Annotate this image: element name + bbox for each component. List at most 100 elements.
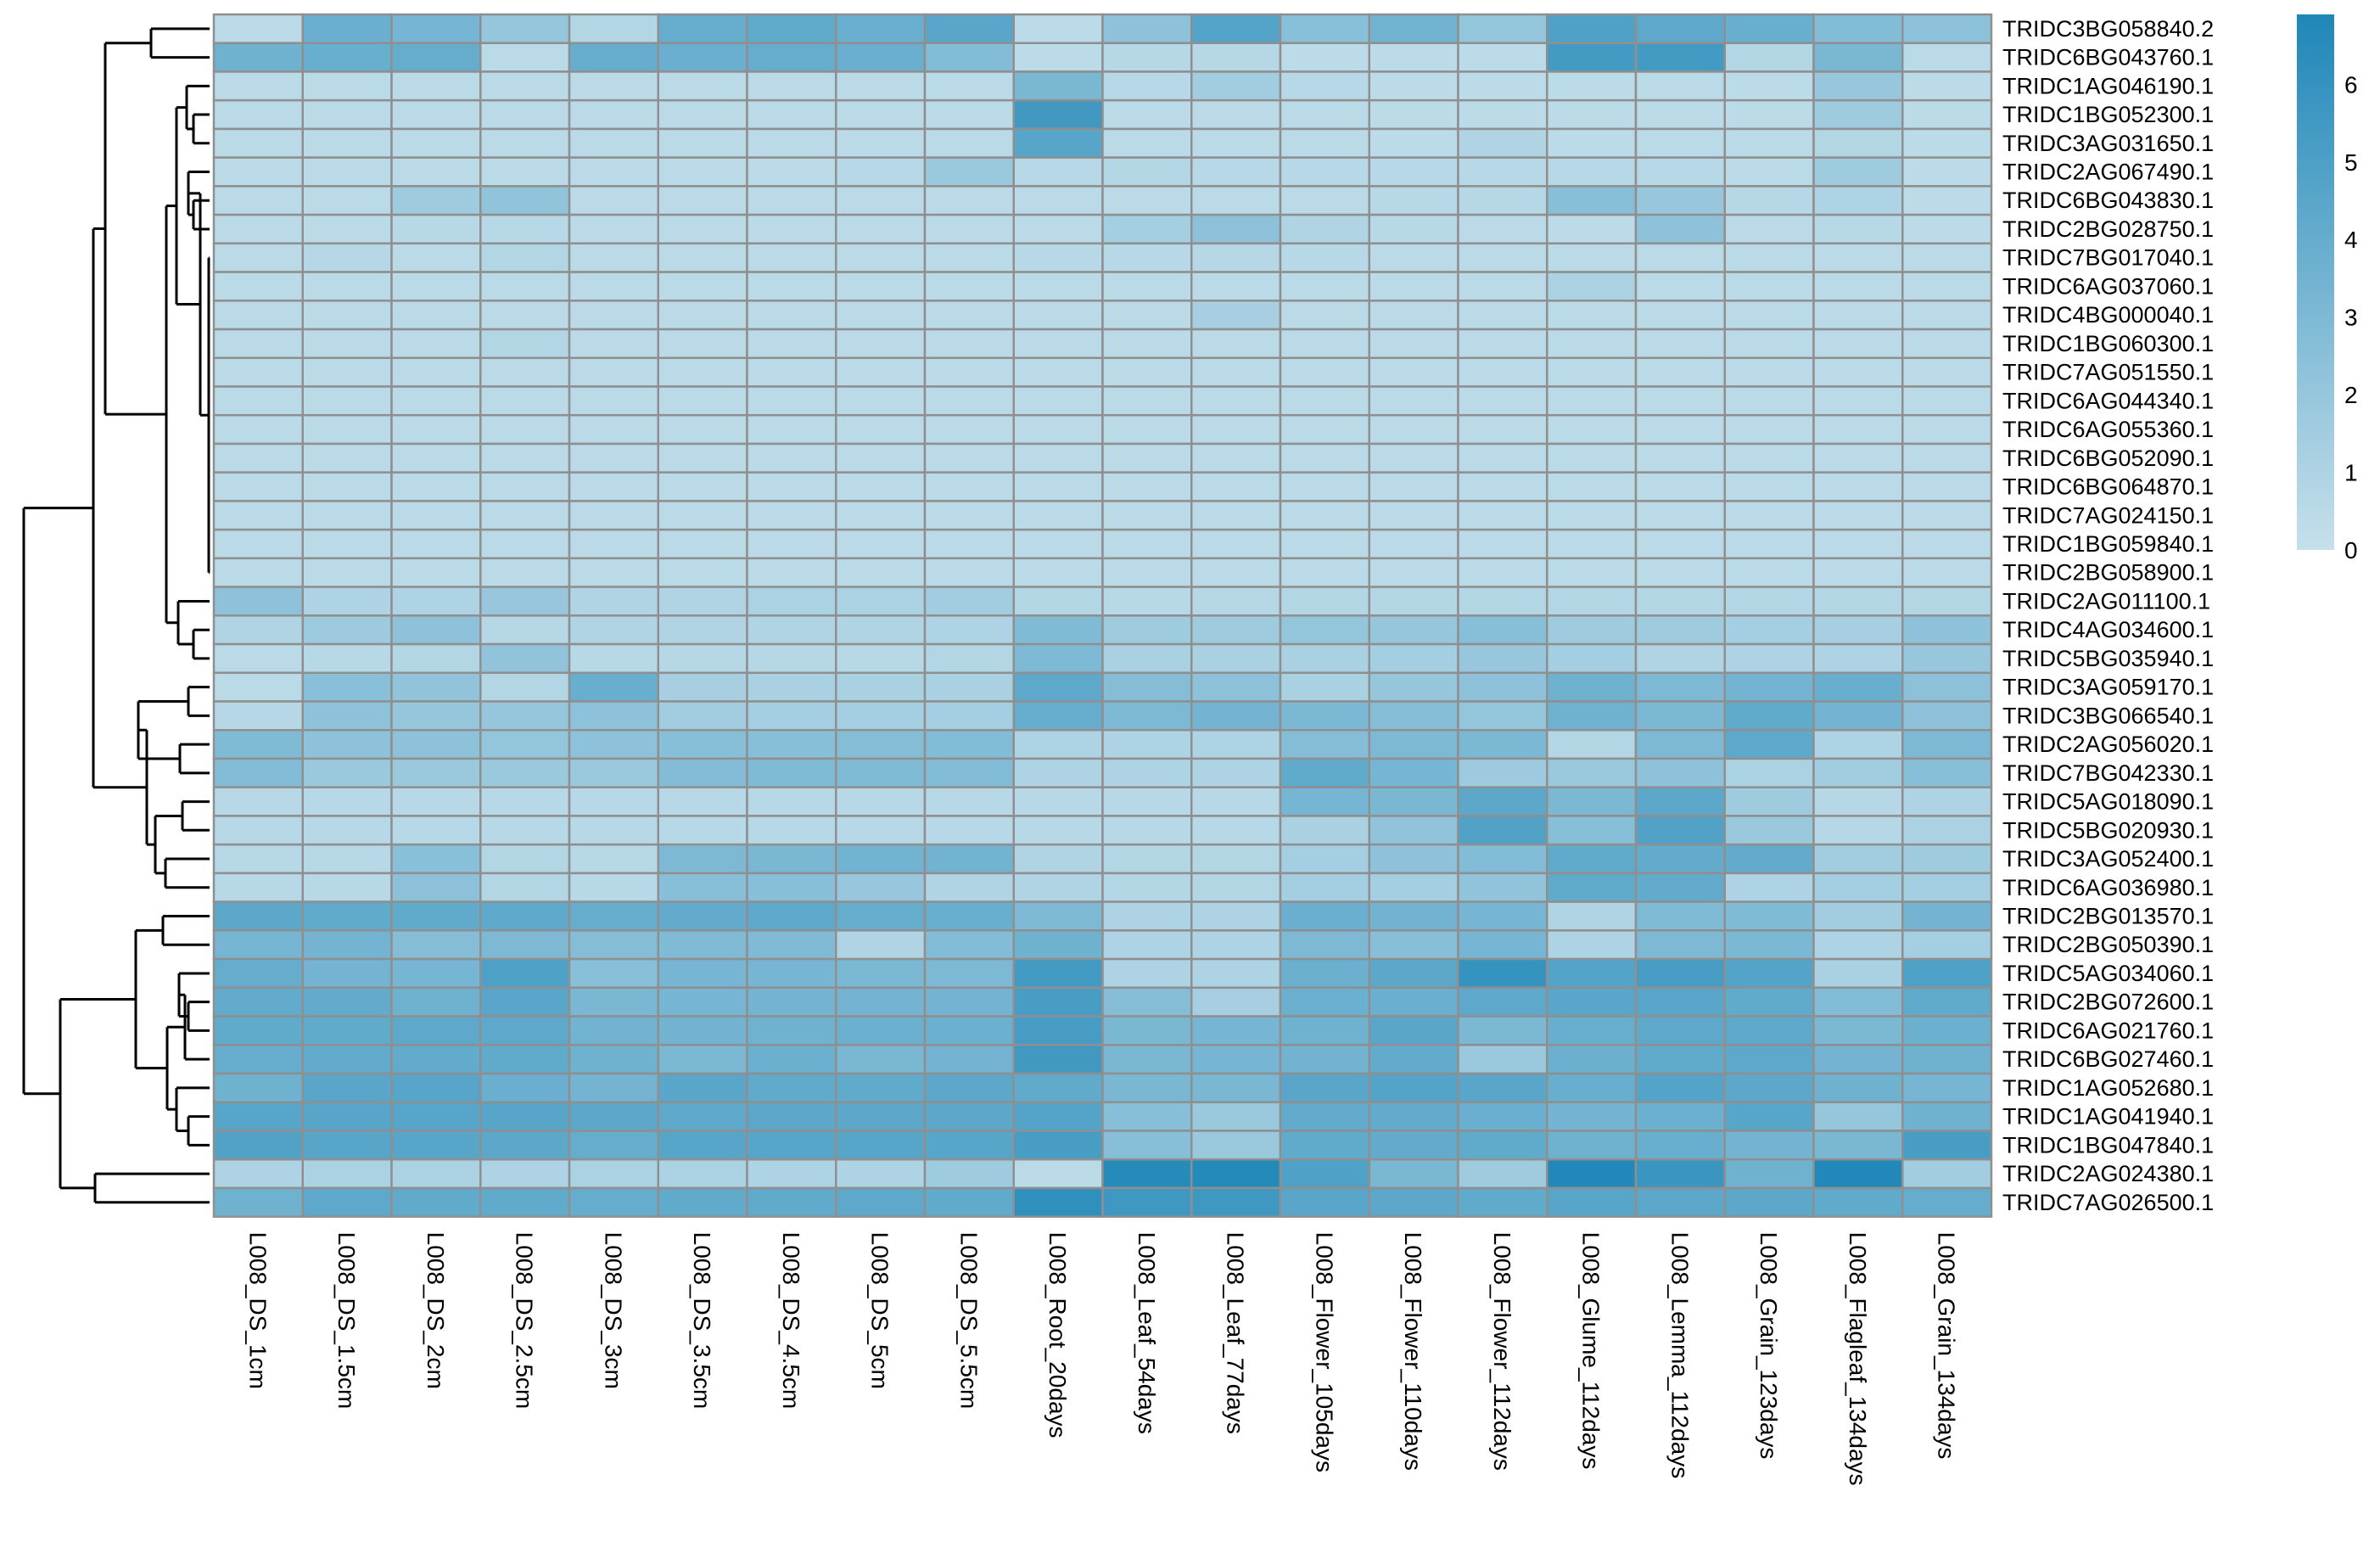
heatmap-cell xyxy=(1457,614,1548,646)
heatmap-cell xyxy=(568,1101,659,1132)
heatmap-cell xyxy=(568,385,659,417)
heatmap-cell xyxy=(657,1015,748,1046)
heatmap-cell xyxy=(1368,127,1459,159)
heatmap-cell xyxy=(212,929,304,961)
heatmap-cell xyxy=(1012,986,1104,1018)
heatmap-cell xyxy=(390,13,482,44)
heatmap-cell xyxy=(657,729,748,760)
heatmap-cell xyxy=(212,271,304,302)
heatmap-cell xyxy=(212,242,304,273)
heatmap-cell xyxy=(301,1130,393,1161)
heatmap-cell xyxy=(1723,70,1815,102)
row-label: TRIDC6BG043760.1 xyxy=(2002,45,2214,70)
heatmap-cell xyxy=(390,671,482,703)
heatmap-cell xyxy=(746,271,837,302)
heatmap-cell xyxy=(301,471,393,502)
heatmap-cell xyxy=(835,900,927,932)
heatmap-cell xyxy=(1190,127,1282,159)
heatmap-cell xyxy=(1279,385,1370,417)
heatmap-cell xyxy=(212,614,304,646)
heatmap-cell xyxy=(568,1158,659,1190)
heatmap-cell xyxy=(1012,300,1104,331)
heatmap-cell xyxy=(1279,872,1370,903)
column-label: L008_DS_1cm xyxy=(244,1232,271,1389)
heatmap-cell xyxy=(1101,13,1193,44)
heatmap-cell xyxy=(1368,843,1459,875)
heatmap-cell xyxy=(301,586,393,617)
heatmap-cell xyxy=(568,900,659,932)
heatmap-cell xyxy=(390,642,482,675)
heatmap-cell xyxy=(1101,500,1193,531)
heatmap-cell xyxy=(1546,471,1638,502)
heatmap-cell xyxy=(390,1015,482,1046)
heatmap-cell xyxy=(1012,328,1104,360)
heatmap-cell xyxy=(1901,900,1993,932)
heatmap-cell xyxy=(746,98,837,131)
heatmap-cell xyxy=(1457,700,1548,732)
heatmap-cell xyxy=(835,1015,927,1046)
heatmap-cell xyxy=(1279,614,1370,646)
heatmap-cell xyxy=(1546,1186,1638,1218)
heatmap-cell xyxy=(1012,929,1104,961)
heatmap-cell xyxy=(479,271,571,302)
heatmap-cell xyxy=(1368,242,1459,273)
heatmap-cell xyxy=(212,786,304,817)
heatmap-cell xyxy=(1812,242,1904,273)
heatmap-cell xyxy=(1812,557,1904,588)
heatmap-cell xyxy=(390,1186,482,1218)
heatmap-cell xyxy=(1368,528,1459,560)
heatmap-cell xyxy=(479,586,571,617)
heatmap-cell xyxy=(1634,1186,1726,1218)
row-label: TRIDC1AG046190.1 xyxy=(2002,73,2214,98)
heatmap-cell xyxy=(1279,700,1370,732)
heatmap-cell xyxy=(1812,1044,1904,1075)
heatmap-cell xyxy=(1101,471,1193,502)
heatmap-cell xyxy=(1279,729,1370,760)
heatmap-cell xyxy=(835,843,927,875)
row-label: TRIDC5AG034060.1 xyxy=(2002,961,2214,986)
column-label: L008_Flower_110days xyxy=(1400,1232,1426,1471)
heatmap-cell xyxy=(1190,1158,1282,1190)
heatmap-cell xyxy=(923,356,1015,388)
heatmap-cell xyxy=(1546,957,1638,990)
heatmap-cell xyxy=(1901,1158,1993,1190)
heatmap-cell xyxy=(746,242,837,273)
heatmap-cell xyxy=(835,13,927,44)
heatmap-cell xyxy=(479,13,571,44)
heatmap-cell xyxy=(479,1015,571,1046)
heatmap-cell xyxy=(1279,986,1370,1018)
heatmap-cell xyxy=(301,815,393,846)
heatmap-cell xyxy=(479,957,571,990)
heatmap-cell xyxy=(479,500,571,531)
heatmap-cell xyxy=(390,185,482,216)
heatmap-cell xyxy=(657,872,748,903)
heatmap-cell xyxy=(746,872,837,903)
heatmap-cell xyxy=(212,1072,304,1103)
heatmap-cell xyxy=(1012,614,1104,646)
heatmap-cell xyxy=(1368,957,1459,990)
column-label: L008_DS_1.5cm xyxy=(333,1232,360,1410)
heatmap-cell xyxy=(568,70,659,102)
heatmap-cell xyxy=(923,185,1015,216)
heatmap-cell xyxy=(1101,642,1193,675)
heatmap-cell xyxy=(1190,1130,1282,1161)
heatmap-cell xyxy=(568,156,659,188)
heatmap-cell xyxy=(1723,500,1815,531)
heatmap-cell xyxy=(1101,70,1193,102)
heatmap-cell xyxy=(1812,815,1904,846)
heatmap-cell xyxy=(923,242,1015,273)
heatmap-cell xyxy=(212,586,304,617)
column-label: L008_DS_5.5cm xyxy=(955,1232,982,1410)
heatmap-cell xyxy=(1457,328,1548,360)
heatmap-cell xyxy=(1368,328,1459,360)
heatmap-cell xyxy=(746,13,837,44)
row-label: TRIDC1BG052300.1 xyxy=(2002,102,2214,127)
heatmap-cell xyxy=(479,929,571,961)
legend-tick-label: 6 xyxy=(2344,71,2358,98)
heatmap-cell xyxy=(1368,872,1459,903)
heatmap-cell xyxy=(1812,42,1904,73)
heatmap-cell xyxy=(1190,872,1282,903)
heatmap-cell xyxy=(1546,300,1638,331)
heatmap-cell xyxy=(1634,815,1726,846)
heatmap-cell xyxy=(1812,271,1904,302)
